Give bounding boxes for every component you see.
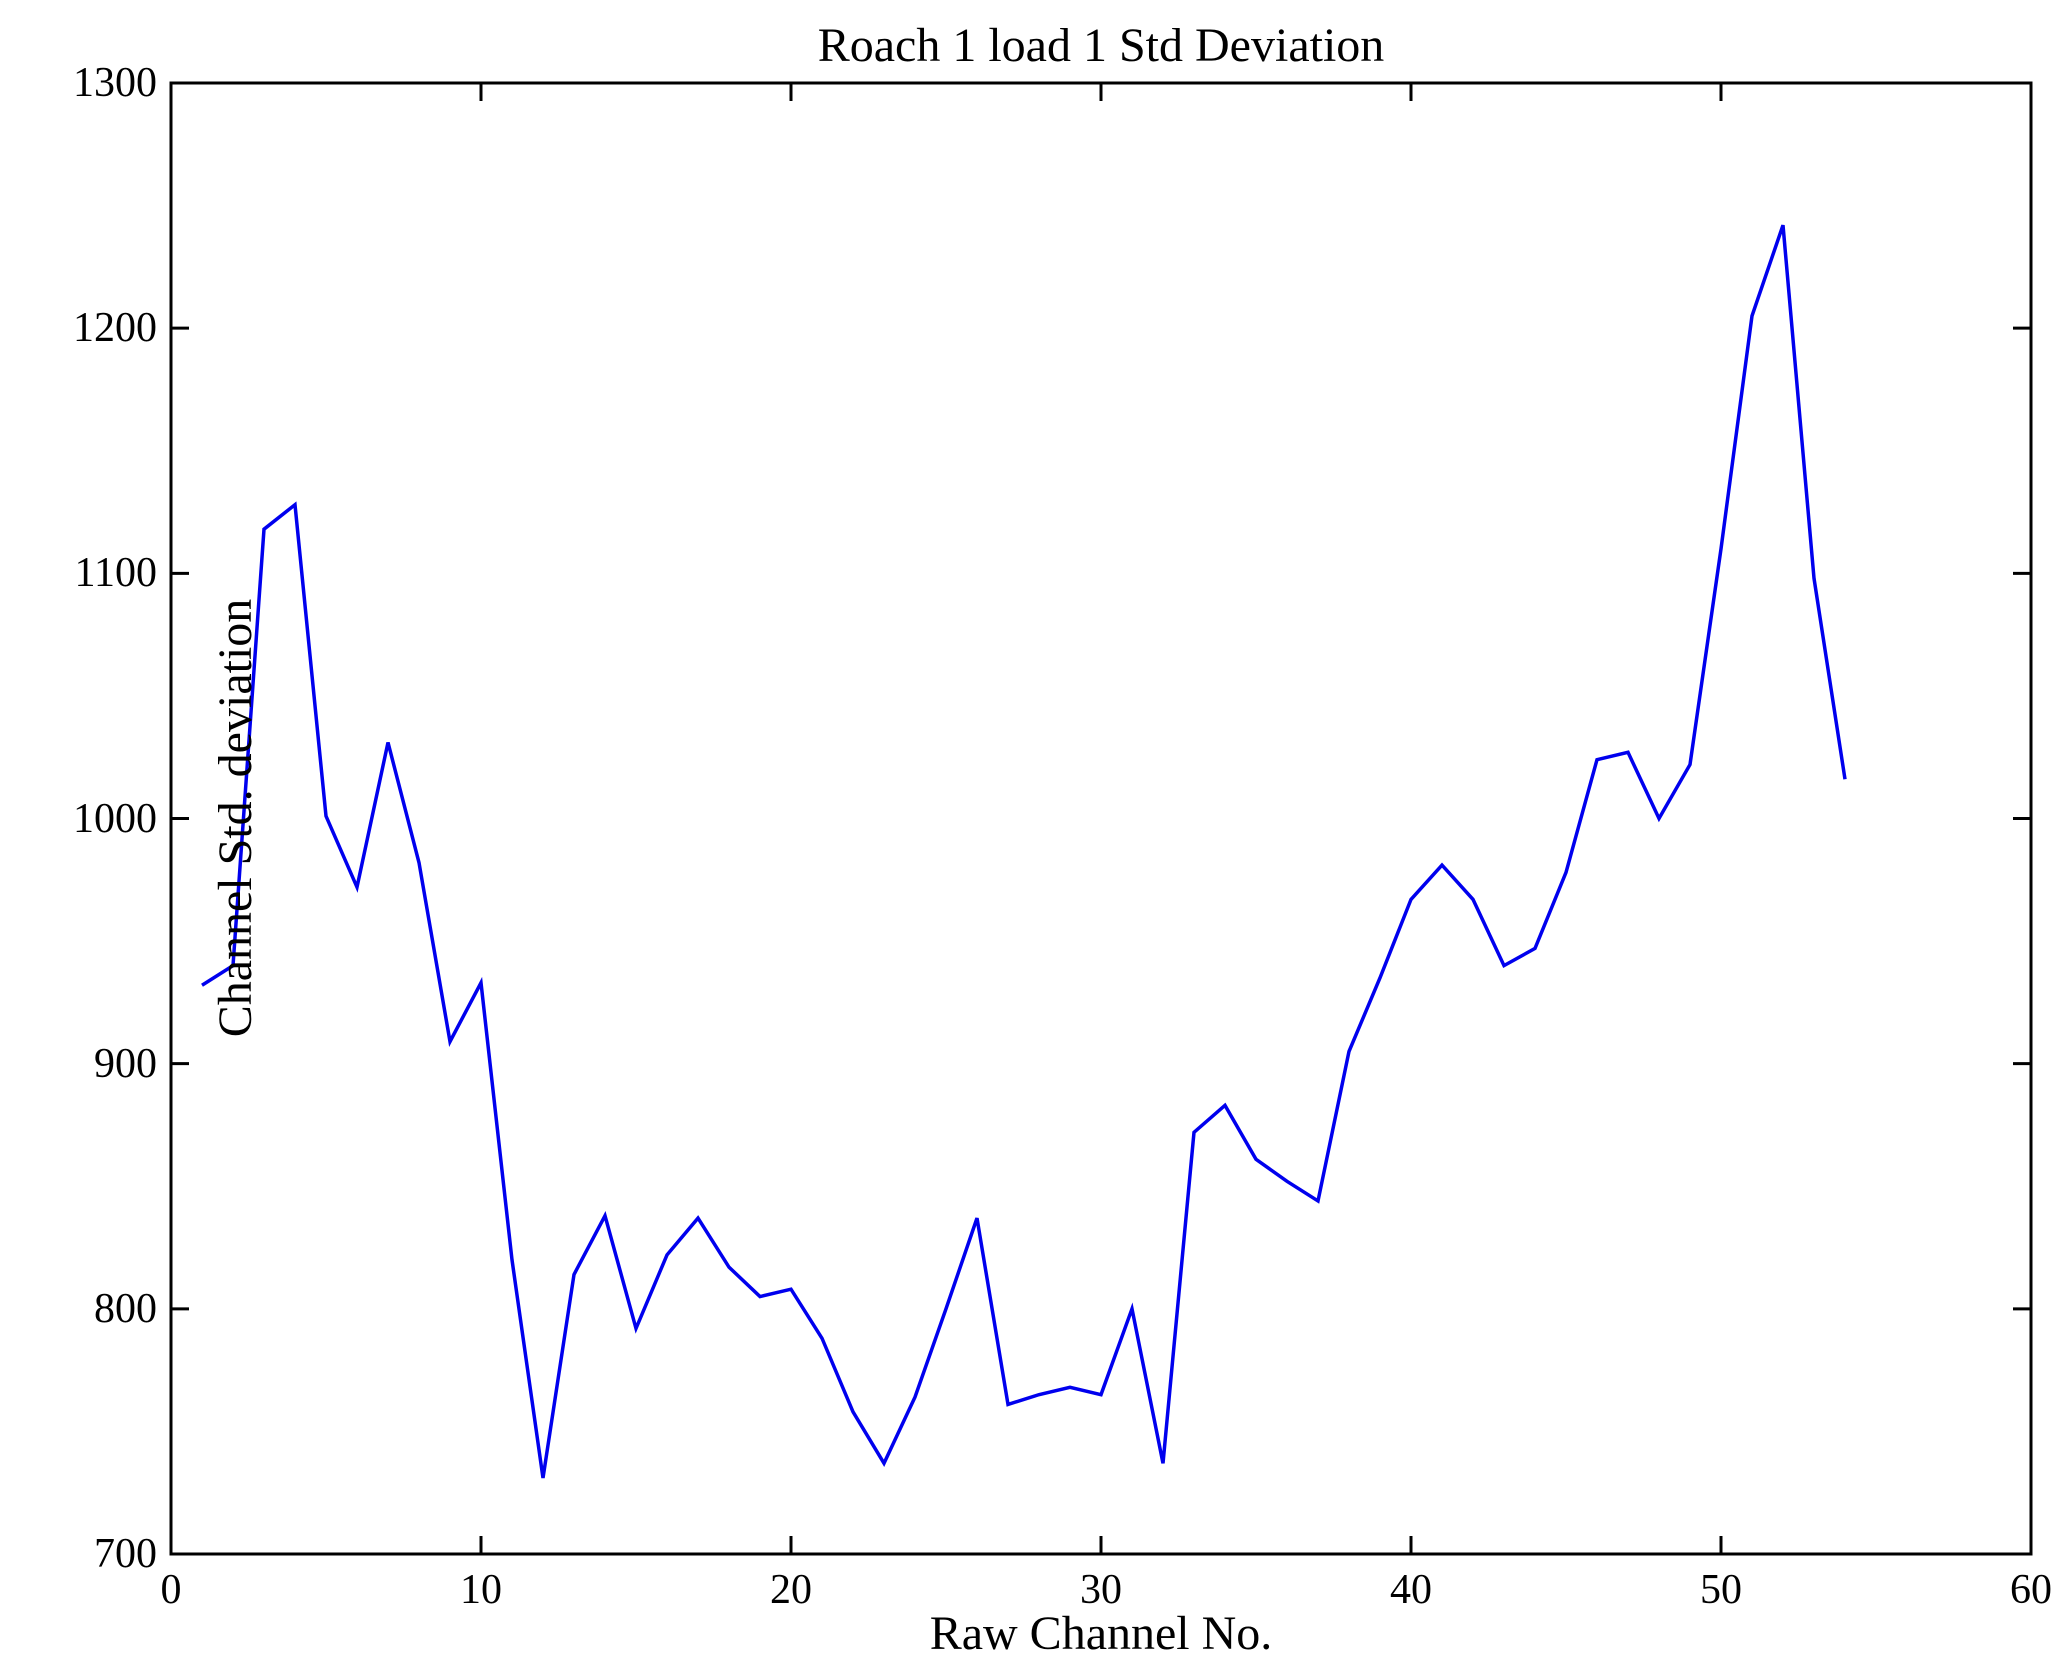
x-tick-label: 20 — [770, 1567, 812, 1613]
x-axis-label: Raw Channel No. — [929, 1607, 1273, 1660]
y-tick-label: 1000 — [73, 795, 157, 842]
x-tick-label: 50 — [1700, 1567, 1742, 1613]
y-tick-label: 1300 — [73, 60, 157, 106]
x-tick-label: 0 — [160, 1567, 182, 1613]
plot-box — [169, 81, 2033, 1556]
y-tick-label: 1100 — [74, 550, 157, 597]
x-tick-label: 40 — [1390, 1567, 1432, 1613]
chart-title: Roach 1 load 1 Std Deviation — [817, 19, 1385, 72]
x-tick-label: 10 — [460, 1567, 502, 1613]
y-tick-label: 1200 — [73, 305, 157, 352]
x-tick-label: 30 — [1080, 1567, 1122, 1613]
data-line-channel-std-deviation — [201, 224, 1847, 1479]
y-tick-label: 900 — [94, 1040, 157, 1087]
x-tick-label: 60 — [2010, 1567, 2052, 1613]
y-tick-label: 800 — [94, 1285, 157, 1332]
y-axis-label: Channel Std. deviation — [208, 598, 262, 1038]
y-tick-label: 700 — [94, 1531, 157, 1577]
